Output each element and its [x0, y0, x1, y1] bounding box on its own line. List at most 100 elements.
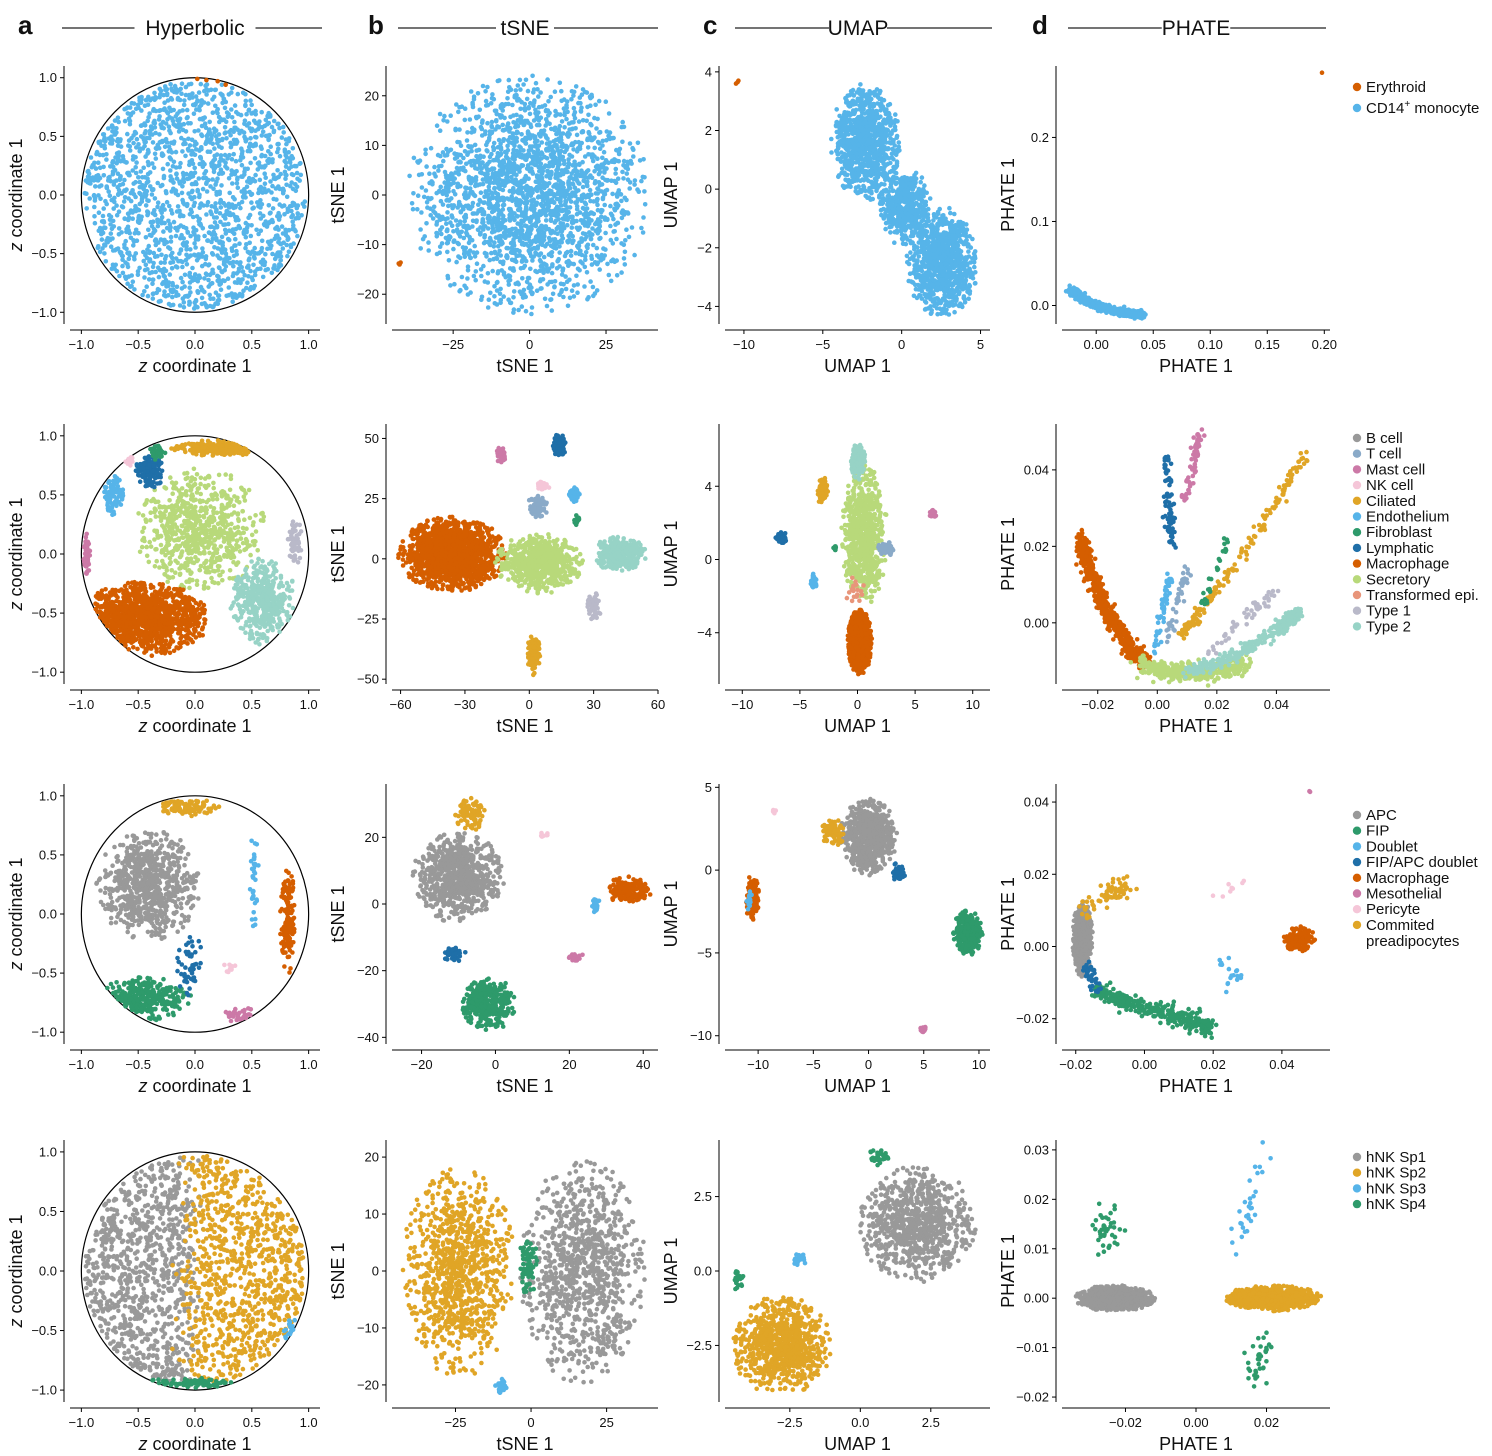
data-point — [166, 111, 171, 116]
data-point — [233, 172, 238, 177]
data-point — [181, 214, 186, 219]
data-point — [258, 178, 263, 183]
data-point — [165, 117, 170, 122]
data-point — [253, 156, 258, 161]
data-point — [206, 278, 211, 283]
data-point — [116, 115, 121, 120]
data-point — [130, 168, 135, 173]
data-point — [235, 215, 240, 220]
data-point — [236, 92, 241, 97]
data-point — [116, 143, 121, 148]
data-point — [137, 180, 142, 185]
data-point — [151, 296, 156, 301]
data-point — [131, 154, 136, 159]
data-point — [203, 83, 208, 88]
data-point — [164, 284, 169, 289]
data-point — [115, 139, 120, 144]
data-point — [280, 224, 285, 229]
data-point — [231, 152, 236, 157]
data-point — [272, 119, 277, 124]
data-point — [169, 141, 174, 146]
data-point — [161, 229, 166, 234]
data-point — [184, 258, 189, 263]
data-point — [199, 82, 204, 87]
data-point — [115, 269, 120, 274]
data-point — [126, 196, 131, 201]
data-point — [200, 302, 205, 307]
data-point — [134, 251, 139, 256]
data-point — [252, 255, 257, 260]
data-point — [106, 189, 111, 194]
data-point — [234, 249, 239, 254]
data-point — [263, 181, 268, 186]
data-point — [214, 180, 219, 185]
data-point — [244, 139, 249, 144]
data-point — [235, 177, 240, 182]
data-point — [297, 178, 302, 183]
data-point — [142, 289, 147, 294]
data-point — [114, 203, 119, 208]
data-point — [295, 234, 300, 239]
data-point — [213, 205, 218, 210]
data-point — [156, 265, 161, 270]
data-point — [136, 220, 141, 225]
data-point — [164, 191, 169, 196]
data-point — [89, 155, 94, 160]
data-point — [185, 177, 190, 182]
data-point — [200, 288, 205, 293]
data-point — [212, 146, 217, 151]
data-point — [193, 245, 198, 250]
data-point — [237, 267, 242, 272]
data-point — [253, 109, 258, 114]
data-point — [270, 271, 275, 276]
data-point — [163, 145, 168, 150]
data-point — [224, 294, 229, 299]
y-tick-label: 0.0 — [39, 188, 57, 203]
data-point — [139, 108, 144, 113]
data-point — [150, 282, 155, 287]
data-point — [110, 160, 115, 165]
data-point — [207, 262, 212, 267]
data-point — [161, 167, 166, 172]
data-point — [148, 98, 153, 103]
data-point — [186, 148, 191, 153]
data-point — [231, 227, 236, 232]
data-point — [259, 110, 264, 115]
data-point — [168, 82, 173, 87]
data-point — [158, 122, 163, 127]
data-point — [145, 180, 150, 185]
data-point — [97, 210, 102, 215]
data-point — [87, 196, 92, 201]
data-point — [141, 250, 146, 255]
data-point — [245, 280, 250, 285]
data-point — [94, 174, 99, 179]
data-point — [233, 205, 238, 210]
data-point — [260, 246, 265, 251]
data-point — [192, 143, 197, 148]
data-point — [182, 98, 187, 103]
data-point — [231, 295, 236, 300]
data-point — [159, 253, 164, 258]
data-point — [217, 265, 222, 270]
data-point — [228, 133, 233, 138]
data-point — [231, 274, 236, 279]
x-tick-label: −1.0 — [69, 337, 95, 352]
data-point — [183, 154, 188, 159]
data-point — [276, 122, 281, 127]
data-point — [200, 160, 205, 165]
data-point — [148, 271, 153, 276]
data-point — [146, 148, 151, 153]
data-point — [229, 107, 234, 112]
data-point — [113, 248, 118, 253]
data-point — [102, 173, 107, 178]
data-point — [256, 204, 261, 209]
data-point — [107, 213, 112, 218]
data-point — [168, 155, 173, 160]
data-point — [240, 163, 245, 168]
data-point — [283, 228, 288, 233]
data-point — [126, 143, 131, 148]
y-tick-label: −0.5 — [31, 246, 57, 261]
data-point — [157, 248, 162, 253]
data-point — [112, 179, 117, 184]
data-point — [179, 233, 184, 238]
